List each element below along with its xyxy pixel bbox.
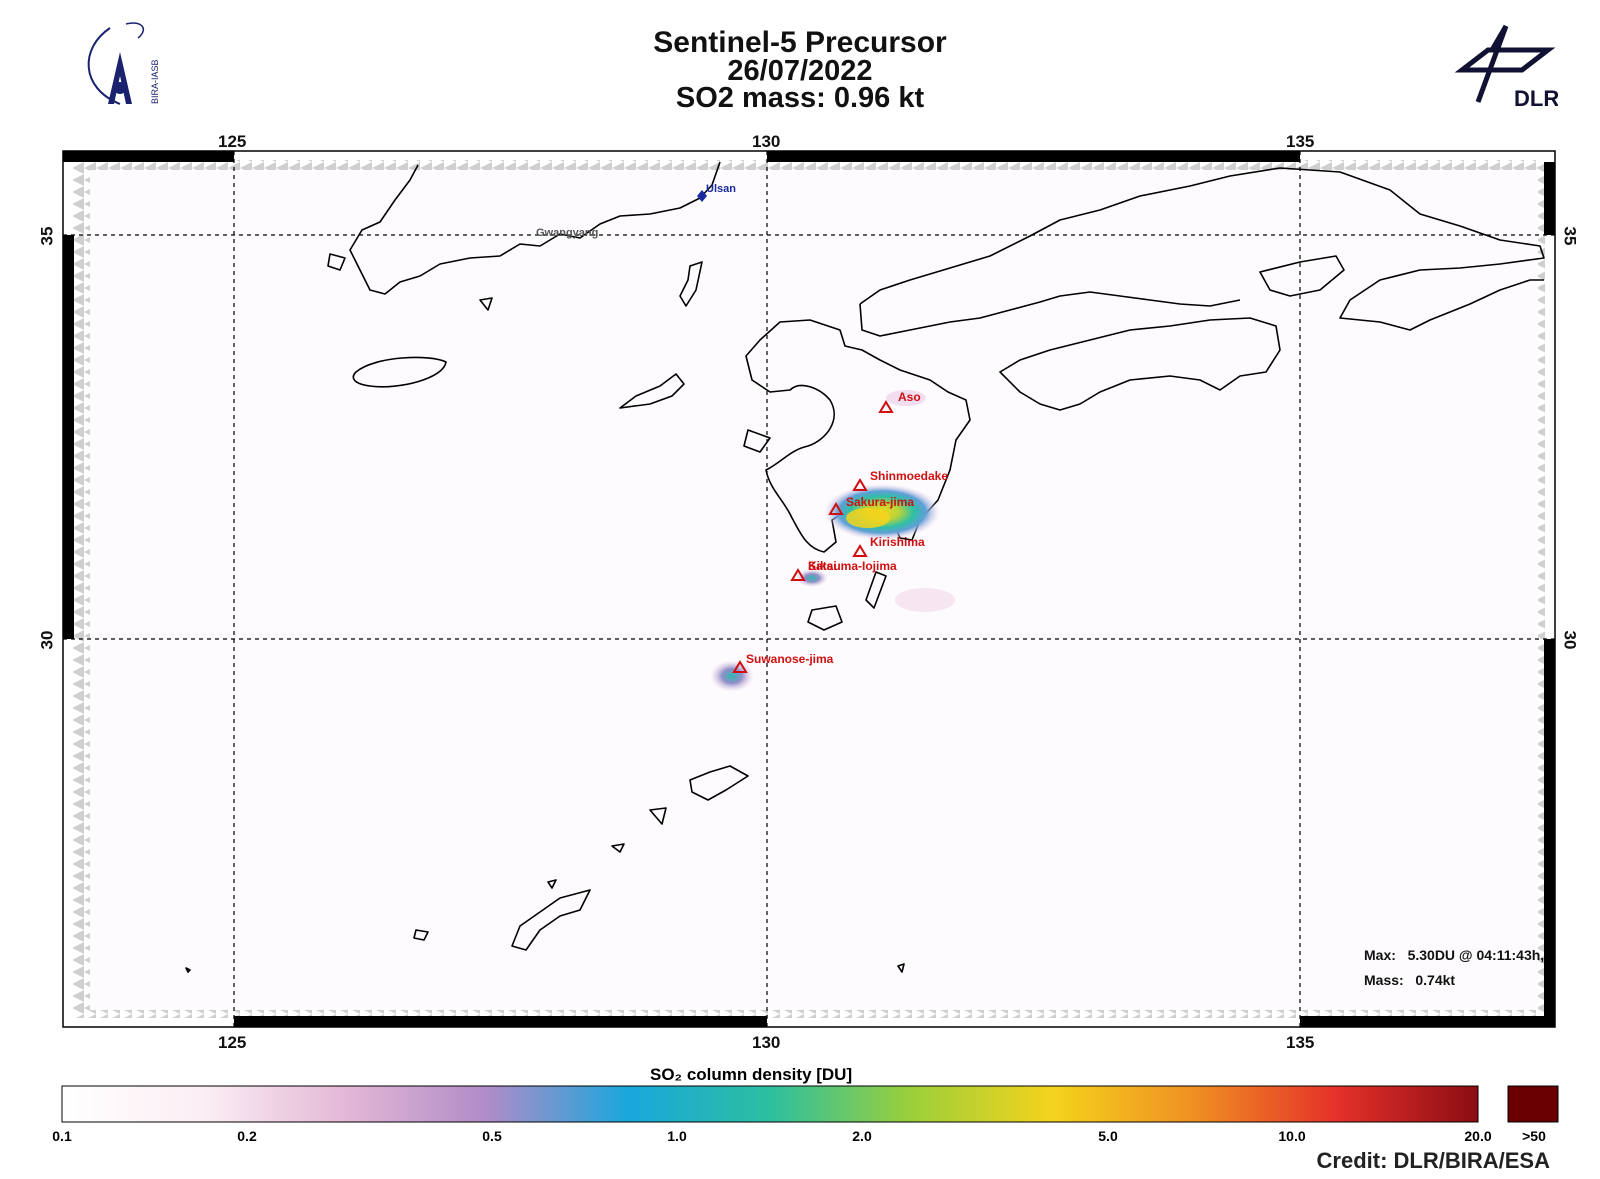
dlr-logo-icon: DLR xyxy=(1454,24,1558,111)
lon-tick-bottom-135: 135 xyxy=(1286,1033,1315,1052)
volcano-label-suwanose-jima: Suwanose-jima xyxy=(746,652,834,666)
lon-tick-top-125: 125 xyxy=(218,132,247,151)
volcano-marker-shinmoedake xyxy=(852,478,868,491)
volcano-label-shinmoedake: Shinmoedake xyxy=(870,469,949,483)
colorbar-label: 0.5 xyxy=(482,1128,502,1144)
volcano-marker-sakurajima xyxy=(828,502,844,515)
volcano-label-kirishima: Kirishima xyxy=(870,535,925,549)
city-markers xyxy=(697,190,707,202)
stats-max: Max: 5.30DU @ 04:11:43h, xyxy=(1364,947,1544,963)
lon-tick-top-130: 130 xyxy=(752,132,781,151)
volcano-label-kikai: Kikai xyxy=(808,559,837,573)
coastlines xyxy=(185,161,1545,973)
city-label-gwangyang: Gwangyang xyxy=(536,227,599,239)
so2-plume-satsuma xyxy=(796,569,828,587)
bira-iasb-logo-icon: BIRA-IASB xyxy=(87,22,160,105)
colorbar-label-overflow: >50 xyxy=(1522,1128,1546,1144)
kyushu xyxy=(745,319,971,553)
volcano-marker-suwanose xyxy=(732,660,748,673)
lon-tick-top-135: 135 xyxy=(1286,132,1315,151)
volcano-markers xyxy=(732,400,894,673)
volcano-marker-kikai xyxy=(790,568,806,581)
colorbar-label: 5.0 xyxy=(1098,1128,1118,1144)
colorbar-label: 1.0 xyxy=(667,1128,687,1144)
title-date: 26/07/2022 xyxy=(727,55,873,87)
volcano-label-satsuma-iojima: Satsuma-Iojima xyxy=(808,559,897,573)
lon-tick-bottom-130: 130 xyxy=(752,1033,781,1052)
colorbar-label: 20.0 xyxy=(1464,1128,1492,1144)
stats-mass-value: 0.74kt xyxy=(1415,972,1456,988)
colorbar-gradient xyxy=(61,1085,1479,1123)
stats-mass-label: Mass: xyxy=(1364,972,1404,988)
colorbar-label: 2.0 xyxy=(852,1128,872,1144)
satellite-swath xyxy=(90,170,1538,1010)
credit: Credit: DLR/BIRA/ESA xyxy=(1316,1148,1550,1173)
volcano-label-sakurajima: Sakura-jima xyxy=(846,495,915,509)
colorbar-label: 0.1 xyxy=(52,1128,72,1144)
city-label-ulsan: Ulsan xyxy=(706,183,736,195)
stats-mass: Mass: 0.74kt xyxy=(1364,972,1455,988)
frame-ticks xyxy=(63,151,1555,1027)
colorbar-title: SO₂ column density [DU] xyxy=(650,1065,853,1084)
okinawa xyxy=(511,889,591,951)
volcano-label-aso: Aso xyxy=(898,390,921,404)
city-marker-ulsan xyxy=(697,190,707,202)
colorbar-overflow-box xyxy=(1507,1085,1559,1123)
title-so2-mass: SO2 mass: 0.96 kt xyxy=(675,82,925,114)
colorbar-label: 0.2 xyxy=(237,1128,257,1144)
shikoku xyxy=(999,317,1281,411)
volcano-marker-kirishima xyxy=(852,544,868,557)
graticule xyxy=(63,151,1555,1027)
dlr-logo-text: DLR xyxy=(1514,86,1558,111)
stats-max-value: 5.30DU @ 04:11:43h, xyxy=(1407,947,1545,963)
lon-tick-bottom-125: 125 xyxy=(218,1033,247,1052)
stats-max-label: Max: xyxy=(1364,947,1396,963)
bira-logo-text: BIRA-IASB xyxy=(150,59,160,104)
honshu xyxy=(859,167,1545,331)
title-instrument: Sentinel-5 Precursor xyxy=(653,26,947,59)
volcano-marker-aso xyxy=(878,400,894,413)
jeju-island xyxy=(352,356,447,388)
colorbar-label: 10.0 xyxy=(1278,1128,1306,1144)
